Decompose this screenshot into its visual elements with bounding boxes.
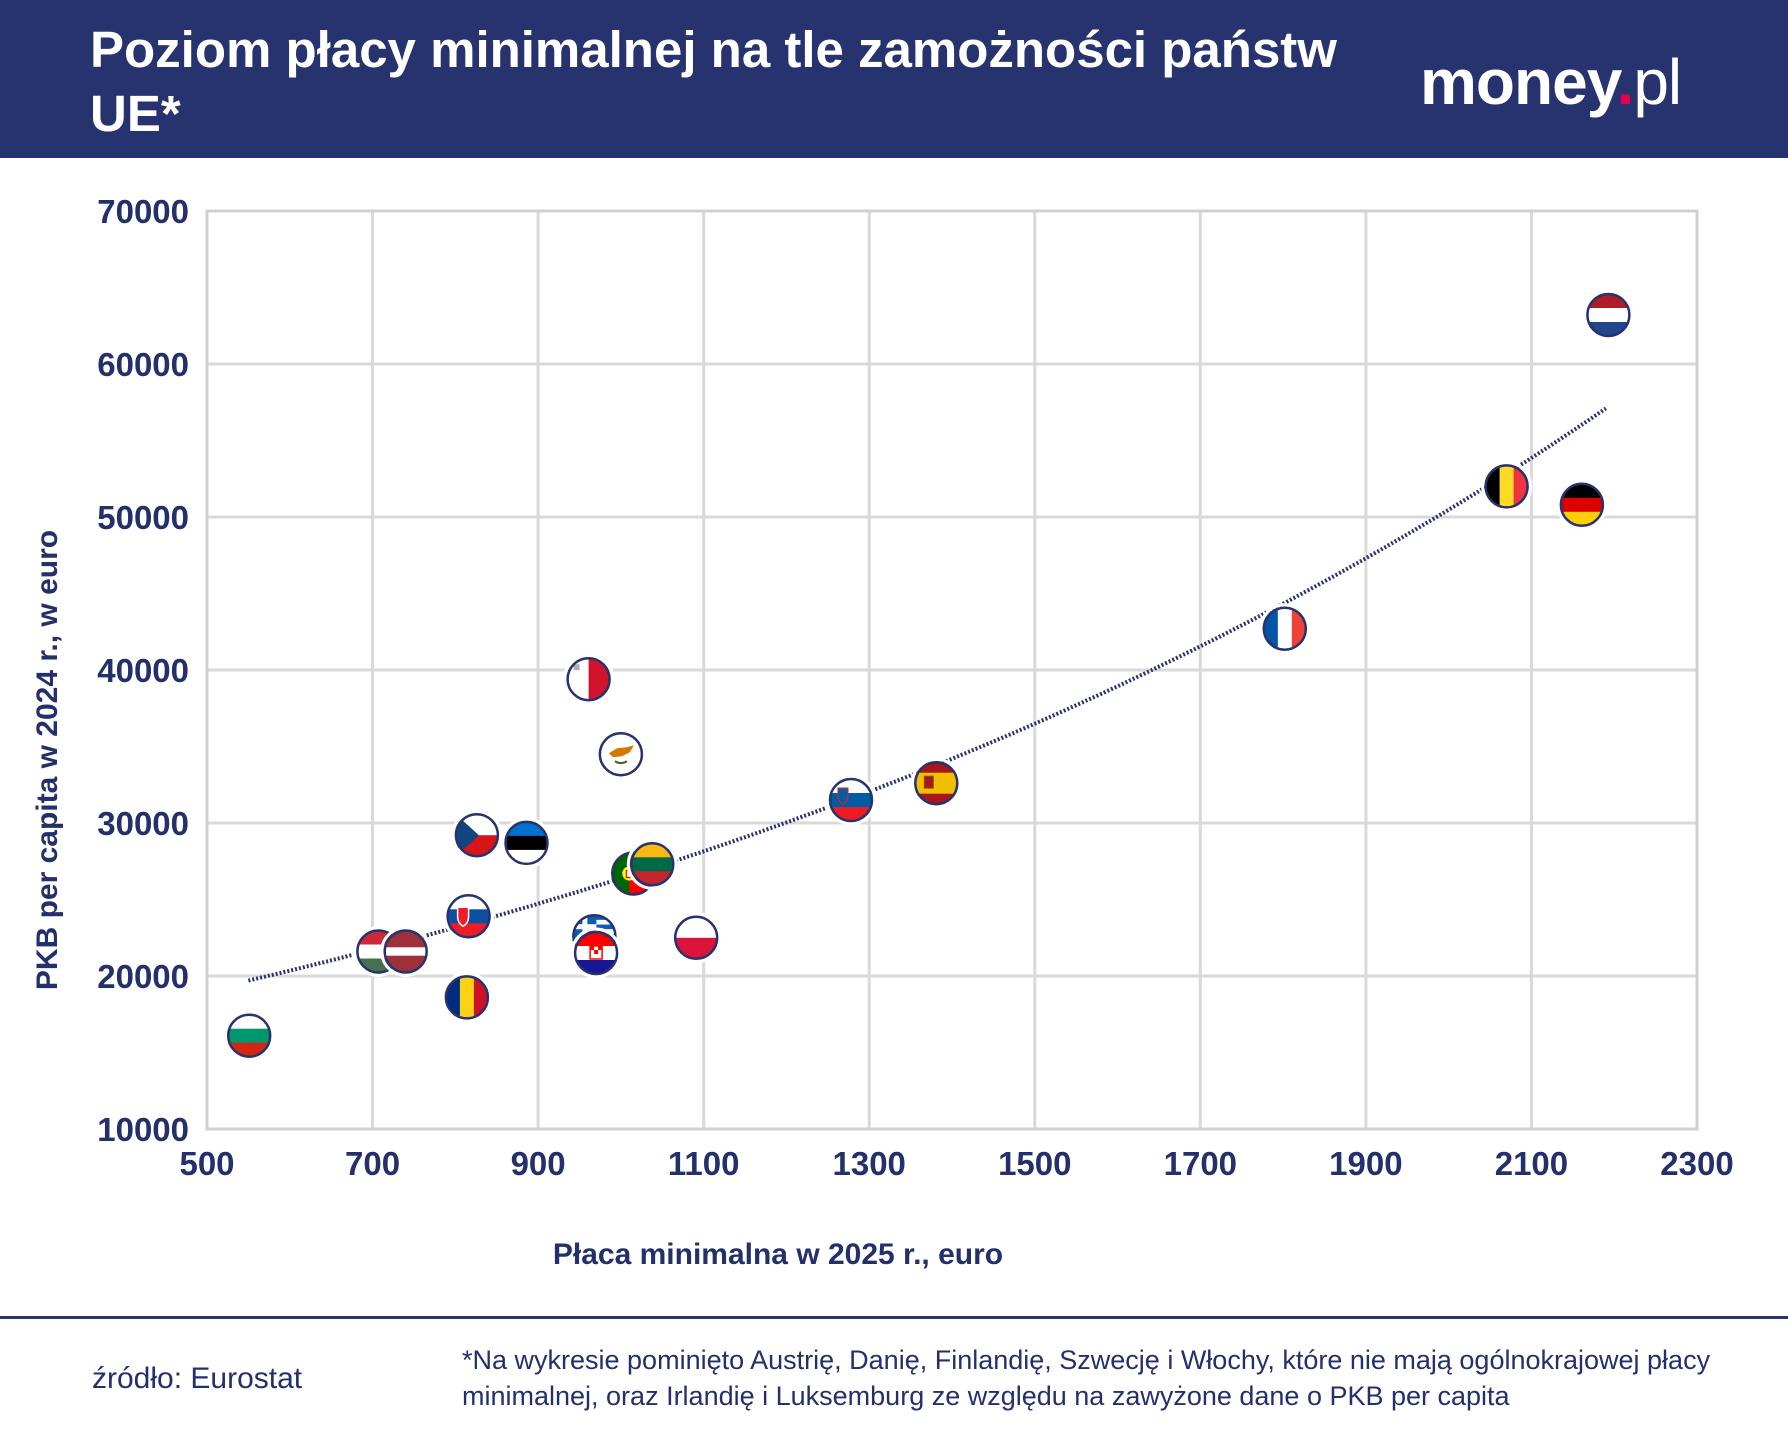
x-tick-label: 900 <box>511 1145 566 1182</box>
flag-halo <box>451 809 503 861</box>
flag-outline <box>1586 292 1631 338</box>
x-tick-label: 1300 <box>833 1145 906 1182</box>
x-axis-label: Płaca minimalna w 2025 r., euro <box>553 1238 1003 1271</box>
flag-halo <box>1481 460 1533 512</box>
flag-halo <box>626 838 678 890</box>
y-tick-label: 10000 <box>97 1111 189 1148</box>
flag-halo <box>563 653 615 705</box>
logo-dot: . <box>1616 46 1635 118</box>
header-bar: Poziom płacy minimalnej na tle zamożnośc… <box>0 0 1788 158</box>
point-de <box>1556 479 1608 531</box>
point-bg <box>223 1010 275 1062</box>
flag-halo <box>1582 289 1634 341</box>
point-cz <box>451 809 503 861</box>
point-nl <box>1582 289 1634 341</box>
flag-halo <box>595 728 647 780</box>
point-hr <box>570 927 622 979</box>
x-tick-label: 1100 <box>668 1145 740 1182</box>
footnote: *Na wykresie pominięto Austrię, Danię, F… <box>462 1345 1711 1411</box>
x-tick-label: 500 <box>179 1145 234 1182</box>
flag-outline <box>598 731 644 777</box>
flag-outline <box>226 1013 272 1058</box>
flag-outline <box>630 842 675 887</box>
flag-outline <box>504 820 549 866</box>
logo-main: money <box>1420 46 1618 118</box>
y-tick-label: 20000 <box>97 958 189 995</box>
flag-cz-icon <box>455 814 498 857</box>
flag-halo <box>223 1010 275 1062</box>
plot-frame <box>205 209 1699 1131</box>
data-points <box>223 289 1634 1062</box>
flag-halo <box>825 774 877 826</box>
point-es <box>910 757 962 809</box>
trendline <box>247 406 1608 983</box>
flag-halo <box>1259 603 1311 655</box>
point-ee <box>501 817 552 869</box>
point-lt <box>626 838 678 890</box>
flag-outline <box>573 930 619 976</box>
flag-outline <box>566 656 611 702</box>
x-tick-label: 2300 <box>1660 1145 1733 1182</box>
x-tick-label: 1500 <box>998 1145 1071 1182</box>
flag-outline <box>444 975 490 1020</box>
y-tick-label: 30000 <box>97 805 189 842</box>
y-tick-label: 40000 <box>97 652 189 689</box>
flag-outline <box>383 929 428 974</box>
money-pl-logo: money.pl <box>1420 45 1682 119</box>
source-note: źródło: Eurostat <box>92 1362 303 1395</box>
chart-title: Poziom płacy minimalnej na tle zamożnośc… <box>90 21 1337 142</box>
flag-outline <box>914 760 959 806</box>
point-mt <box>563 653 615 705</box>
flag-outline <box>828 777 874 823</box>
grid <box>207 211 1697 1129</box>
flag-outline <box>446 894 491 939</box>
y-tick-label: 60000 <box>97 346 189 383</box>
flag-outline <box>673 915 719 961</box>
point-be <box>1481 460 1533 512</box>
logo-suffix: pl <box>1633 46 1682 118</box>
flag-halo <box>1556 479 1608 531</box>
flag-mt-icon <box>567 658 610 701</box>
point-pl <box>670 912 722 964</box>
y-tick-label: 50000 <box>97 499 189 536</box>
point-lv <box>380 926 432 977</box>
flag-outline <box>1559 482 1605 528</box>
flag-halo <box>570 927 622 979</box>
footer-divider <box>0 1316 1788 1319</box>
flag-outline <box>454 812 500 858</box>
flag-halo <box>443 890 495 942</box>
flag-lv-icon <box>384 930 427 973</box>
flag-outline <box>1262 606 1308 651</box>
x-tick-label: 1900 <box>1329 1145 1402 1182</box>
flag-halo <box>380 926 432 977</box>
flag-halo <box>910 757 962 809</box>
flag-outline <box>1484 464 1529 509</box>
x-tick-label: 700 <box>345 1145 400 1182</box>
point-cy <box>595 728 647 780</box>
axis-ticks: 500 700 900 1100 1300 1500 1700 1900 2100 2300 100… <box>97 193 1733 1182</box>
flag-halo <box>501 817 552 869</box>
flag-pl-icon <box>675 916 718 959</box>
point-fr <box>1259 603 1311 655</box>
point-si <box>825 774 877 826</box>
point-sk <box>443 890 495 942</box>
point-ro <box>441 971 493 1023</box>
x-tick-label: 2100 <box>1495 1145 1568 1182</box>
y-axis-label: PKB per capita w 2024 r., w euro <box>31 530 64 990</box>
scatter-chart: 500 700 900 1100 1300 1500 1700 1900 2100 2300 100… <box>31 193 1734 1271</box>
flag-es-icon <box>915 762 958 805</box>
flag-halo <box>670 912 722 964</box>
y-tick-label: 70000 <box>97 193 189 230</box>
x-tick-label: 1700 <box>1164 1145 1237 1182</box>
flag-halo <box>441 971 493 1023</box>
